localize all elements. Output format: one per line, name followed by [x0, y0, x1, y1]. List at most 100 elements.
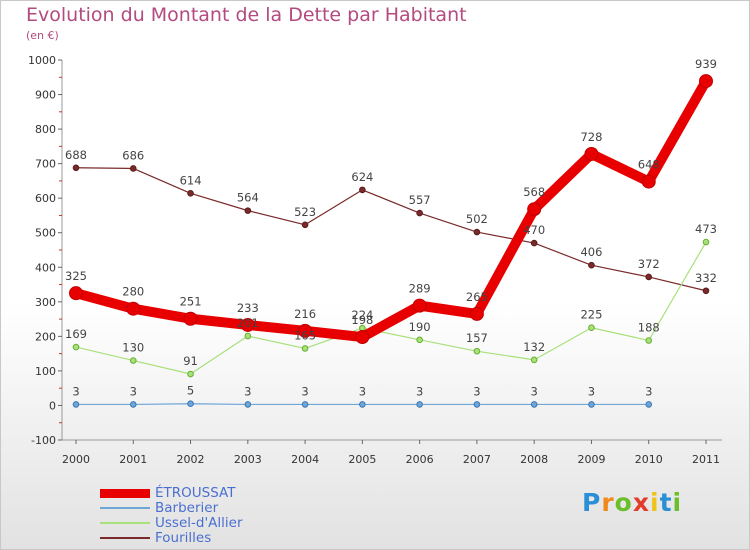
legend-item: Barberier	[100, 501, 420, 516]
data-point	[645, 337, 653, 344]
data-point	[530, 239, 538, 247]
data-label: 280	[122, 285, 144, 299]
legend-label: Ussel-d'Allier	[155, 515, 243, 531]
data-label: 225	[580, 308, 602, 322]
data-point	[473, 228, 481, 236]
data-label: 325	[65, 269, 87, 283]
data-label: 3	[130, 384, 137, 398]
chart-subtitle: (en €)	[26, 29, 59, 42]
data-point	[301, 401, 309, 408]
data-point	[72, 343, 80, 351]
data-label: 165	[294, 328, 316, 342]
legend-swatch	[100, 537, 150, 539]
x-tick-label: 2009	[577, 453, 605, 466]
data-label: 728	[580, 130, 602, 144]
data-point	[469, 306, 484, 321]
y-tick-label: 700	[35, 158, 56, 171]
legend-swatch	[100, 522, 150, 524]
data-point	[416, 401, 423, 408]
data-label: 688	[65, 148, 87, 162]
series-line-2	[75, 241, 707, 375]
logo-letter: x	[632, 488, 650, 517]
data-point	[588, 401, 595, 408]
data-label: 201	[237, 316, 259, 330]
data-label: 224	[351, 308, 373, 322]
data-point	[473, 347, 481, 355]
data-label: 3	[301, 384, 308, 398]
data-label: 3	[531, 384, 538, 398]
legend-swatch	[100, 507, 150, 509]
data-label: 648	[638, 158, 660, 172]
data-point	[187, 370, 194, 378]
legend-swatch	[100, 488, 150, 498]
data-label: 233	[237, 301, 259, 315]
logo-letter: r	[601, 488, 615, 517]
data-point	[72, 164, 80, 172]
data-label: 3	[72, 384, 79, 398]
data-label: 523	[294, 205, 316, 219]
y-tick-label: 900	[35, 89, 56, 102]
data-point	[702, 238, 710, 246]
data-label: 188	[638, 321, 660, 335]
data-label: 198	[351, 313, 373, 327]
data-label: 3	[359, 384, 366, 398]
legend-label: ÉTROUSSAT	[155, 485, 236, 501]
logo-letter: i	[672, 488, 683, 517]
data-point	[129, 401, 137, 408]
y-tick-label: 0	[49, 399, 56, 412]
data-label: 216	[294, 307, 316, 321]
legend-label: Barberier	[155, 500, 219, 516]
x-tick-label: 2010	[635, 453, 663, 466]
logo-letter: i	[650, 488, 660, 517]
data-point	[298, 323, 313, 338]
data-label: 564	[237, 191, 259, 205]
chart-title: Evolution du Montant de la Dette par Hab…	[26, 4, 467, 26]
data-label: 3	[645, 384, 652, 398]
data-label: 3	[244, 384, 251, 398]
data-point	[301, 345, 309, 352]
data-point	[126, 301, 141, 316]
data-label: 372	[638, 257, 660, 271]
logo-letter: P	[582, 488, 602, 517]
data-label: 3	[416, 384, 423, 398]
data-point	[244, 332, 252, 340]
y-tick-label: 100	[35, 365, 56, 378]
x-tick-label: 2001	[119, 453, 147, 466]
data-point	[183, 311, 198, 326]
y-tick-label: 800	[35, 123, 56, 136]
data-label: 169	[65, 327, 87, 341]
data-label: 190	[409, 320, 431, 334]
x-tick-label: 2007	[463, 453, 491, 466]
data-point	[129, 165, 137, 172]
data-point	[72, 401, 80, 408]
legend-item: Ussel-d'Allier	[100, 516, 420, 531]
data-label: 289	[409, 282, 431, 296]
legend-item: ÉTROUSSAT	[100, 486, 420, 501]
legend-label: Fourilles	[155, 530, 212, 546]
data-label: 3	[473, 384, 480, 398]
y-tick-label: 200	[35, 330, 56, 343]
data-label: 157	[466, 331, 488, 345]
data-point	[645, 401, 653, 408]
data-label: 3	[588, 384, 595, 398]
y-tick-label: 1000	[28, 54, 56, 67]
data-point	[588, 261, 595, 269]
x-tick-label: 2003	[234, 453, 262, 466]
data-point	[416, 336, 423, 344]
data-label: 332	[695, 271, 717, 285]
data-point	[244, 207, 252, 214]
data-point	[588, 324, 595, 332]
proxiti-logo: Proxiti	[582, 488, 682, 517]
data-point	[527, 202, 542, 217]
data-point	[645, 273, 653, 281]
y-tick-label: 500	[35, 227, 56, 240]
data-point	[473, 401, 481, 408]
data-point	[129, 357, 137, 364]
data-label: 614	[180, 173, 202, 187]
data-point	[699, 74, 713, 89]
data-label: 502	[466, 212, 488, 226]
x-tick-label: 2006	[406, 453, 434, 466]
data-point	[702, 287, 710, 295]
data-label: 132	[523, 340, 545, 354]
